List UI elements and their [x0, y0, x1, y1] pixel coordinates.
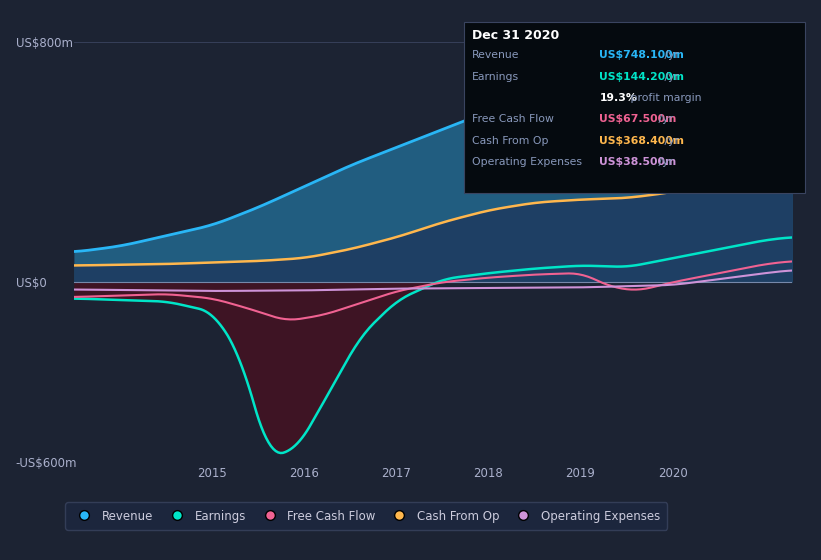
- Text: Revenue: Revenue: [472, 50, 520, 60]
- Text: /yr: /yr: [661, 72, 679, 82]
- Legend: Revenue, Earnings, Free Cash Flow, Cash From Op, Operating Expenses: Revenue, Earnings, Free Cash Flow, Cash …: [66, 502, 667, 530]
- Text: profit margin: profit margin: [627, 93, 702, 103]
- Text: /yr: /yr: [661, 50, 679, 60]
- Text: /yr: /yr: [655, 114, 673, 124]
- Text: Free Cash Flow: Free Cash Flow: [472, 114, 554, 124]
- Text: /yr: /yr: [655, 157, 673, 167]
- Text: Cash From Op: Cash From Op: [472, 136, 548, 146]
- Text: US$38.500m: US$38.500m: [599, 157, 677, 167]
- Text: 19.3%: 19.3%: [599, 93, 637, 103]
- Text: US$748.100m: US$748.100m: [599, 50, 684, 60]
- Text: Dec 31 2020: Dec 31 2020: [472, 29, 559, 42]
- Text: Earnings: Earnings: [472, 72, 519, 82]
- Text: /yr: /yr: [661, 136, 679, 146]
- Text: US$144.200m: US$144.200m: [599, 72, 685, 82]
- Text: Operating Expenses: Operating Expenses: [472, 157, 582, 167]
- Text: US$368.400m: US$368.400m: [599, 136, 685, 146]
- Text: US$67.500m: US$67.500m: [599, 114, 677, 124]
